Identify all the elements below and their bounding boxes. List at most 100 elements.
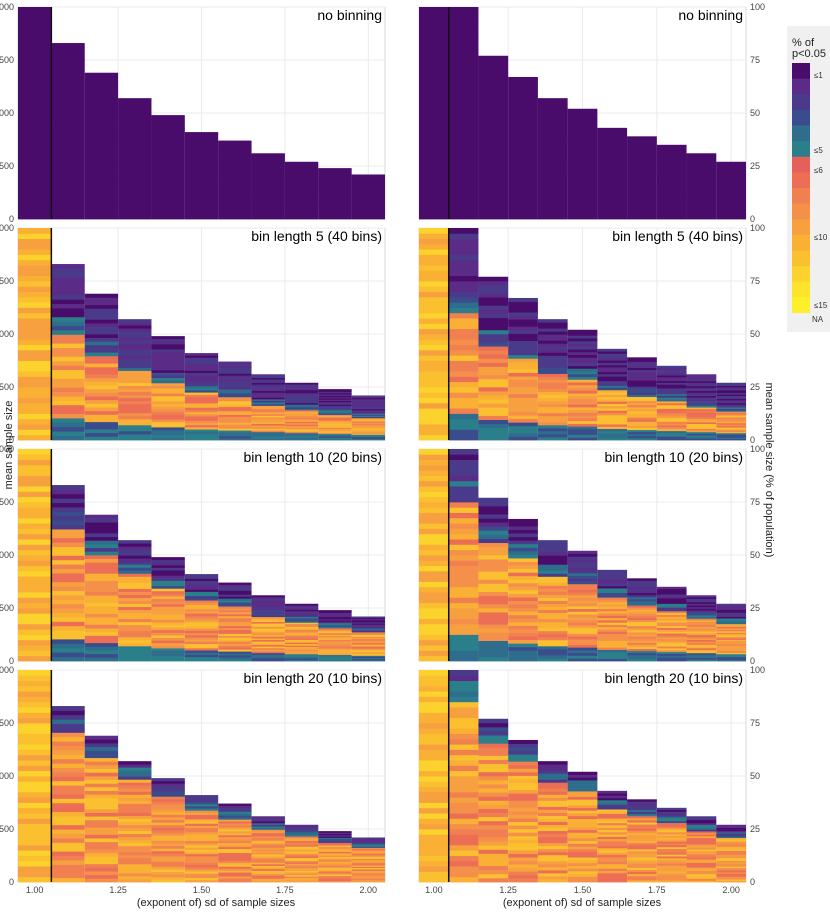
heat-cell: [656, 204, 687, 207]
heat-cell: [118, 645, 152, 650]
heat-cell: [537, 349, 568, 353]
heat-cell: [284, 417, 319, 419]
heat-cell: [537, 642, 568, 647]
heat-cell: [627, 423, 657, 426]
heat-cell: [351, 876, 385, 878]
heat-cell: [656, 594, 687, 597]
heat-cell: [18, 302, 52, 308]
heat-cell: [284, 856, 319, 859]
heat-cell: [597, 626, 628, 630]
heat-cell: [686, 858, 717, 862]
heat-cell: [118, 854, 152, 859]
heat-cell: [419, 834, 449, 840]
y-tick-label: 10000: [0, 444, 14, 454]
heat-cell: [508, 351, 538, 356]
heat-cell: [448, 102, 479, 109]
heat-cell: [184, 823, 219, 826]
heat-cell: [448, 113, 479, 119]
heat-cell: [318, 878, 352, 880]
heat-cell: [218, 144, 252, 147]
heat-cell: [184, 840, 219, 844]
heat-cell: [284, 168, 319, 171]
heat-cell: [284, 415, 319, 418]
heat-cell: [18, 871, 52, 878]
heat-cell: [51, 334, 85, 340]
heat-cell: [18, 818, 52, 825]
heat-cell: [597, 622, 628, 625]
heat-cell: [184, 149, 219, 153]
x-tick-label: 2.00: [722, 885, 740, 895]
heat-cell: [419, 728, 449, 734]
heat-cell: [478, 542, 509, 548]
heat-cell: [537, 582, 568, 586]
heat-cell: [351, 639, 385, 642]
heat-cell: [656, 620, 687, 623]
heat-cell: [686, 855, 717, 858]
heat-cell: [51, 387, 85, 393]
heat-cell: [218, 197, 252, 200]
heat-cell: [627, 869, 657, 873]
heat-cell: [218, 819, 252, 822]
heat-cell: [184, 396, 219, 400]
heat-cell: [508, 547, 538, 552]
heat-cell: [18, 7, 52, 13]
heat-cell: [716, 854, 746, 857]
heat-cell: [84, 525, 119, 530]
heat-cell: [686, 182, 717, 185]
heat-cell: [351, 870, 385, 873]
heat-cell: [656, 170, 687, 174]
heat-cell: [218, 874, 252, 877]
heat-cell: [151, 876, 185, 880]
heat-cell: [419, 685, 449, 692]
heat-cell: [478, 579, 509, 584]
heat-cell: [18, 286, 52, 292]
heat-cell: [18, 581, 52, 588]
heat-cell: [251, 862, 285, 865]
heat-cell: [284, 850, 319, 853]
heat-cell: [284, 194, 319, 197]
heat-cell: [419, 259, 449, 266]
heat-cell: [18, 491, 52, 498]
heat-cell: [251, 858, 285, 862]
heat-cell: [151, 658, 185, 662]
heat-cell: [218, 207, 252, 210]
heat-cell: [508, 842, 538, 847]
heat-cell: [686, 392, 717, 395]
heat-cell: [351, 638, 385, 641]
heat-cell: [716, 652, 746, 655]
heat-cell: [18, 844, 52, 851]
heat-cell: [251, 855, 285, 858]
heat-cell: [151, 580, 185, 584]
heat-cell: [51, 131, 85, 136]
heat-cell: [419, 618, 449, 625]
heat-cell: [597, 829, 628, 833]
heat-cell: [318, 648, 352, 650]
heat-cell: [284, 857, 319, 860]
heat-cell: [151, 159, 185, 163]
heat-cell: [318, 869, 352, 871]
heat-cell: [627, 161, 657, 164]
heat-cell: [18, 454, 52, 460]
heat-cell: [716, 419, 746, 422]
heat-cell: [318, 857, 352, 860]
heat-cell: [716, 402, 746, 405]
panel-label: no binning: [317, 7, 382, 23]
heat-cell: [218, 582, 252, 585]
heat-cell: [597, 840, 628, 844]
heat-cell: [251, 217, 285, 220]
heat-cell: [251, 852, 285, 855]
heat-cell: [419, 91, 449, 98]
heat-cell: [184, 151, 219, 155]
heat-cell: [284, 625, 319, 628]
heat-cell: [686, 425, 717, 428]
heat-cell: [567, 815, 598, 820]
heat-cell: [251, 831, 285, 834]
heat-cell: [184, 390, 219, 393]
heat-cell: [251, 835, 285, 839]
heat-cell: [716, 417, 746, 419]
heat-cell: [419, 829, 449, 835]
heat-cell: [716, 412, 746, 415]
heat-cell: [478, 80, 509, 85]
heat-cell: [351, 646, 385, 649]
heat-cell: [84, 352, 119, 357]
